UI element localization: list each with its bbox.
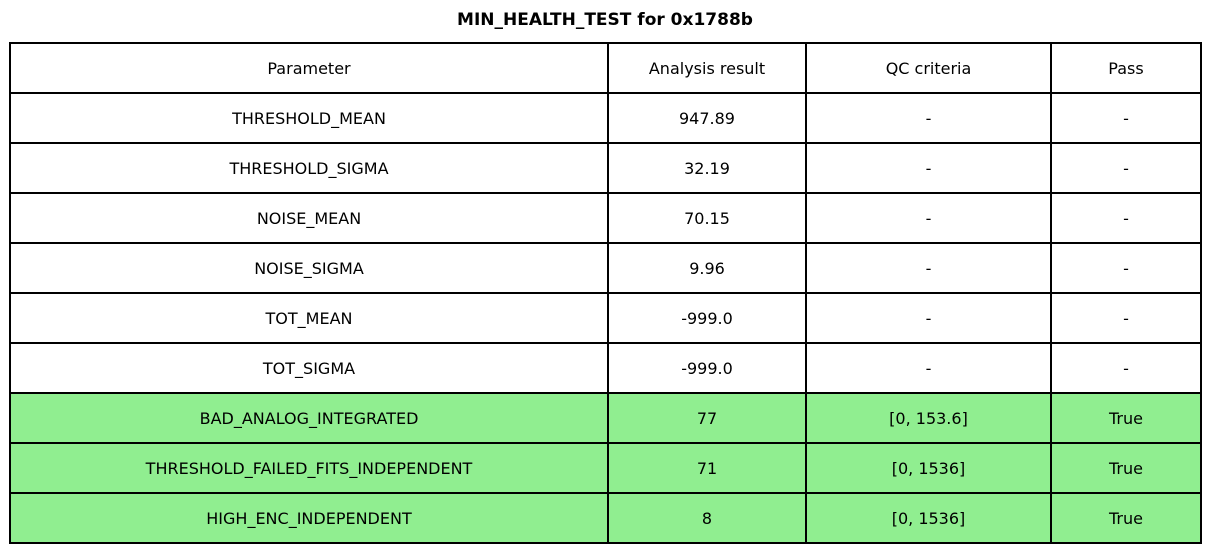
qc-cell: - [805,92,1052,144]
qc-cell: - [805,142,1052,194]
pass-cell: - [1050,242,1202,294]
qc-cell: - [805,242,1052,294]
page-title: MIN_HEALTH_TEST for 0x1788b [457,10,753,30]
column-header-parameter: Parameter [9,42,609,94]
column-header-analysis-result: Analysis result [607,42,807,94]
pass-cell: True [1050,492,1202,544]
parameter-cell: TOT_SIGMA [9,342,609,394]
qc-cell: [0, 153.6] [805,392,1052,444]
table-header-row: Parameter Analysis result QC criteria Pa… [9,42,1202,94]
parameter-cell: THRESHOLD_SIGMA [9,142,609,194]
pass-cell: - [1050,292,1202,344]
parameter-cell: NOISE_MEAN [9,192,609,244]
parameter-cell: BAD_ANALOG_INTEGRATED [9,392,609,444]
pass-cell: - [1050,342,1202,394]
result-cell: 8 [607,492,807,544]
result-cell: -999.0 [607,342,807,394]
table-row: TOT_SIGMA -999.0- - [9,342,1202,394]
qc-cell: - [805,292,1052,344]
pass-cell: - [1050,142,1202,194]
parameter-cell: TOT_MEAN [9,292,609,344]
parameter-cell: NOISE_SIGMA [9,242,609,294]
table-row: THRESHOLD_SIGMA 32.19- - [9,142,1202,194]
pass-cell: True [1050,442,1202,494]
table-row: BAD_ANALOG_INTEGRATED 77 [0, 153.6] True [9,392,1202,444]
result-cell: 70.15 [607,192,807,244]
qc-results-table: Parameter Analysis result QC criteria Pa… [9,42,1202,544]
table-row: TOT_MEAN -999.0- - [9,292,1202,344]
parameter-cell: THRESHOLD_MEAN [9,92,609,144]
table-row: NOISE_SIGMA 9.96- - [9,242,1202,294]
pass-cell: True [1050,392,1202,444]
qc-cell: - [805,342,1052,394]
result-cell: 77 [607,392,807,444]
qc-cell: [0, 1536] [805,442,1052,494]
qc-cell: - [805,192,1052,244]
result-cell: 947.89 [607,92,807,144]
table-row: THRESHOLD_MEAN 947.89- - [9,92,1202,144]
result-cell: 32.19 [607,142,807,194]
table-row: NOISE_MEAN 70.15- - [9,192,1202,244]
table-row: HIGH_ENC_INDEPENDENT 8 [0, 1536] True [9,492,1202,544]
result-cell: 71 [607,442,807,494]
pass-cell: - [1050,92,1202,144]
result-cell: -999.0 [607,292,807,344]
pass-cell: - [1050,192,1202,244]
column-header-pass: Pass [1050,42,1202,94]
parameter-cell: HIGH_ENC_INDEPENDENT [9,492,609,544]
qc-cell: [0, 1536] [805,492,1052,544]
result-cell: 9.96 [607,242,807,294]
table-row: THRESHOLD_FAILED_FITS_INDEPENDENT 71 [0, 1… [9,442,1202,494]
parameter-cell: THRESHOLD_FAILED_FITS_INDEPENDENT [9,442,609,494]
column-header-qc-criteria: QC criteria [805,42,1052,94]
